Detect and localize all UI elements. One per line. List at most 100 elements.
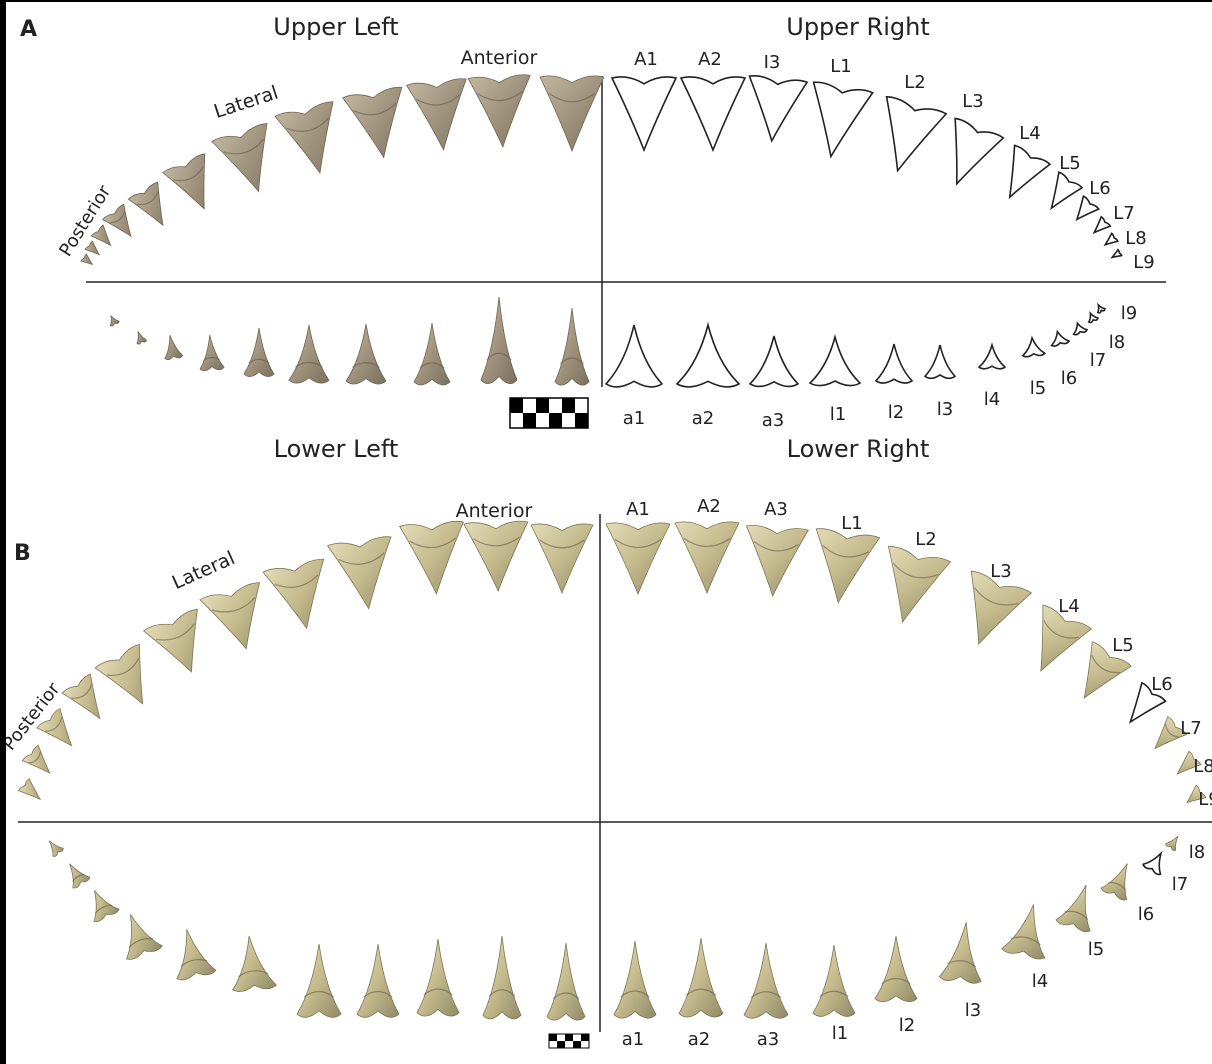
quadrant-lower-right: Lower Right (787, 435, 930, 463)
bourlette-teeth-b-ll-10 (72, 873, 85, 882)
bourlette-teeth-a-ll-4 (352, 362, 380, 368)
bourlette-teeth-b-ul-3 (409, 537, 456, 549)
tooth-teeth-a-lr-5 (874, 343, 914, 384)
bourlette-teeth-b-lr-6 (947, 960, 977, 968)
bourlette-teeth-b-ul-7 (155, 623, 195, 641)
tooth-teeth-b-ll-5 (296, 943, 342, 1018)
label-labels-b-lower-a3: a3 (757, 1029, 779, 1050)
label-labels-b-lower-l6: l6 (1138, 904, 1154, 925)
tooth-teeth-a-lr-9 (1050, 329, 1071, 347)
bourlette-teeth-b-ll-7 (180, 959, 208, 968)
tooth-teeth-b-lr-6 (938, 922, 982, 984)
tooth-teeth-a-lr-2 (675, 321, 741, 388)
tooth-teeth-b-ll-9 (93, 890, 120, 923)
tooth-teeth-a-ur-12 (1110, 248, 1123, 259)
tooth-teeth-a-ur-8 (1050, 170, 1084, 211)
tooth-teeth-a-ll-2 (480, 296, 518, 385)
tooth-teeth-b-ul-1 (530, 523, 594, 595)
label-labels-b-lower-l7: l7 (1172, 874, 1188, 895)
label-labels-a-lower-l2: l2 (888, 402, 904, 423)
label-labels-a-upper-L6: L6 (1089, 178, 1110, 199)
tooth-teeth-b-ul-5 (262, 558, 325, 630)
label-labels-b-upper-A3: A3 (764, 499, 788, 520)
bourlette-teeth-b-ul-1 (539, 539, 585, 549)
bourlette-teeth-a-ul-1 (548, 92, 596, 103)
tooth-teeth-a-lr-11 (1087, 311, 1099, 324)
label-labels-b-lower-l2: l2 (899, 1015, 915, 1036)
tooth-teeth-b-lr-7 (1001, 904, 1046, 960)
bourlette-teeth-a-ll-1 (560, 357, 584, 365)
label-labels-b-upper-L5: L5 (1112, 635, 1133, 656)
quadrant-upper-left: Upper Left (273, 13, 398, 41)
bourlette-teeth-b-ul-9 (71, 684, 93, 699)
tooth-teeth-a-ll-3 (413, 322, 451, 386)
bourlette-teeth-b-lr-9 (1108, 881, 1127, 891)
tooth-teeth-a-lr-10 (1072, 321, 1089, 336)
b-upper-right-teeth (605, 521, 1207, 804)
bourlette-teeth-b-ur-3 (753, 540, 799, 552)
bourlette-teeth-b-ll-4 (363, 990, 393, 998)
a-lower-right-outlines (604, 302, 1106, 388)
bourlette-teeth-b-lr-3 (750, 991, 782, 999)
tooth-teeth-b-ul-6 (199, 582, 261, 650)
bourlette-teeth-b-lr-8 (1064, 910, 1089, 920)
bourlette-teeth-a-ll-2 (486, 352, 512, 361)
label-labels-b-upper-L3: L3 (990, 561, 1011, 582)
tooth-teeth-b-ll-1 (546, 942, 586, 1021)
tooth-teeth-b-lr-1 (613, 940, 657, 1019)
dentition-diagram: A Upper Left Upper Right Lower Left Lowe… (6, 13, 1212, 1050)
label-labels-b-upper-L6: L6 (1151, 674, 1172, 695)
tooth-teeth-a-ul-7 (162, 153, 206, 210)
tooth-teeth-a-ur-3 (748, 75, 809, 143)
tooth-teeth-a-ur-2 (679, 76, 747, 153)
a-upper-left-teeth (80, 74, 605, 266)
tooth-teeth-a-lr-7 (977, 342, 1007, 370)
label-labels-a-upper-L7: L7 (1113, 203, 1134, 224)
tooth-teeth-b-ur-11 (1176, 750, 1202, 775)
bourlette-teeth-b-ur-5 (892, 563, 939, 579)
bourlette-teeth-a-ul-7 (173, 166, 204, 182)
bourlette-teeth-b-ll-6 (237, 970, 269, 978)
bourlette-teeth-b-ll-1 (552, 992, 580, 1000)
label-labels-b-upper-L7: L7 (1180, 718, 1201, 739)
tooth-teeth-b-ll-8 (125, 914, 163, 960)
label-labels-b-lower-a2: a2 (688, 1029, 710, 1050)
label-labels-a-lower-l1: l1 (830, 404, 846, 425)
tooth-teeth-b-lr-4 (812, 944, 856, 1017)
tooth-teeth-a-ll-5 (288, 324, 330, 384)
label-labels-a-upper-A1: A1 (634, 49, 658, 70)
bourlette-teeth-b-ur-10 (1164, 723, 1180, 738)
tooth-teeth-b-ur-5 (887, 545, 952, 623)
bourlette-teeth-b-lr-7 (1010, 936, 1041, 946)
bourlette-teeth-a-ul-5 (286, 117, 329, 132)
tooth-teeth-b-ul-4 (326, 536, 392, 610)
tooth-teeth-a-ul-8 (127, 181, 164, 227)
quadrant-lower-left: Lower Left (274, 435, 399, 463)
tooth-teeth-b-ul-11 (21, 744, 51, 774)
tooth-teeth-b-ll-4 (356, 943, 400, 1018)
bourlette-teeth-b-ur-8 (1091, 654, 1120, 674)
tooth-teeth-a-ll-10 (109, 314, 120, 327)
tooth-teeth-b-ll-7 (176, 929, 217, 981)
label-labels-a-lower-l9: l9 (1121, 303, 1137, 324)
tooth-teeth-a-ul-9 (102, 203, 132, 238)
bourlette-teeth-a-ul-4 (353, 102, 397, 116)
label-labels-a-lower-l7: l7 (1090, 350, 1106, 371)
bourlette-teeth-b-ul-6 (211, 597, 256, 613)
a-region-lateral: Lateral (211, 82, 281, 123)
tooth-teeth-a-ur-10 (1092, 215, 1112, 235)
label-labels-b-lower-a1: a1 (622, 1029, 644, 1050)
label-labels-a-lower-l8: l8 (1109, 332, 1125, 353)
bourlette-teeth-b-ll-8 (128, 937, 154, 949)
bourlette-teeth-b-ll-5 (303, 990, 335, 998)
tooth-teeth-a-ur-9 (1075, 194, 1100, 222)
bourlette-teeth-b-lr-2 (685, 988, 717, 996)
bourlette-teeth-b-lr-1 (620, 990, 650, 998)
bourlette-teeth-b-ur-2 (683, 537, 731, 548)
label-labels-a-upper-L8: L8 (1125, 228, 1146, 249)
tooth-teeth-b-ur-8 (1083, 641, 1132, 699)
tooth-teeth-b-ll-11 (48, 840, 64, 857)
tooth-teeth-b-lr-5 (874, 935, 918, 1003)
